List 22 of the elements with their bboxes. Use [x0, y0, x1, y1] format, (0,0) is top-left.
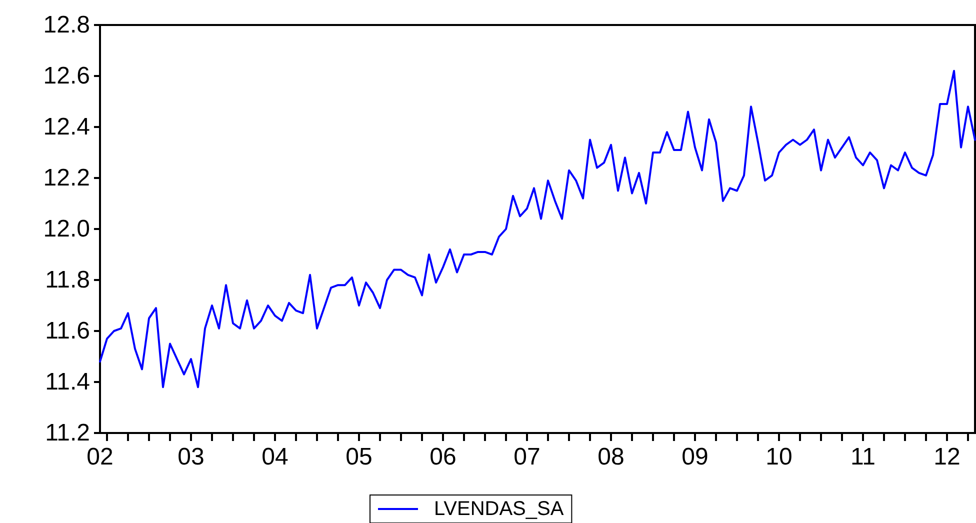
- y-tick-label: 11.8: [45, 266, 90, 294]
- x-tick-label: 03: [178, 444, 204, 470]
- x-tick-label: 08: [598, 444, 624, 470]
- y-tick-label: 12.0: [43, 216, 90, 242]
- x-tick-label: 05: [346, 444, 372, 470]
- x-tick-label: 11: [850, 444, 876, 470]
- x-tick-label: 12: [934, 444, 960, 470]
- y-tick-label: 12.8: [43, 12, 90, 38]
- line-series: [99, 70, 976, 388]
- y-tick-label: 11.6: [45, 318, 90, 344]
- x-tick-label: 10: [766, 444, 792, 470]
- x-tick-label: 07: [514, 444, 540, 470]
- y-tick-label: 12.6: [43, 62, 90, 90]
- y-tick-label: 12.4: [43, 114, 90, 140]
- x-tick-label: 06: [430, 444, 456, 470]
- y-tick-label: 11.2: [45, 420, 90, 446]
- x-tick-label: 02: [86, 444, 114, 470]
- y-tick-label: 11.4: [45, 368, 90, 396]
- legend-label: LVENDAS_SA: [434, 498, 564, 520]
- x-tick-label: 09: [682, 444, 708, 470]
- x-tick-label: 04: [262, 444, 288, 470]
- y-tick-label: 12.2: [43, 164, 90, 192]
